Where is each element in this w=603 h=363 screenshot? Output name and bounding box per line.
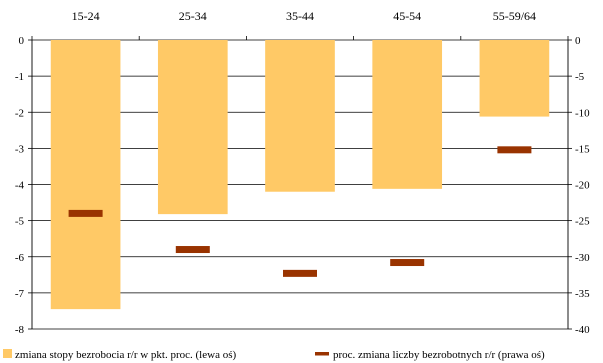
category-label: 55-59/64	[493, 9, 536, 23]
left-tick-label: -2	[15, 107, 24, 119]
left-tick-label: -1	[15, 71, 24, 83]
left-tick-label: -8	[15, 324, 25, 336]
category-label: 45-54	[393, 9, 421, 23]
marker	[175, 246, 210, 254]
marker	[497, 146, 532, 154]
marker	[283, 269, 317, 277]
bar	[372, 40, 443, 189]
right-tick-label: -10	[575, 107, 590, 119]
bar	[50, 40, 121, 310]
markers-series-unemployed-count-change	[68, 146, 532, 277]
bar	[265, 40, 335, 192]
marker	[390, 259, 425, 267]
right-tick-label: -15	[575, 143, 590, 155]
right-tick-label: 0	[575, 35, 581, 47]
left-tick-label: -4	[15, 180, 25, 192]
legend-label-bar: zmiana stopy bezrobocia r/r w pkt. proc.…	[15, 349, 236, 361]
left-tick-label: -7	[15, 288, 25, 300]
marker	[68, 209, 103, 217]
axes: 0 0 -1 -5 -2 -10 -3 -15 -4 -20 -5 -25 -6 -30 -7 -35 -8 -4…	[15, 35, 590, 336]
right-tick-label: -30	[575, 252, 590, 264]
category-label: 25-34	[179, 9, 207, 23]
right-tick-label: -5	[575, 71, 585, 83]
left-tick-label: -3	[15, 143, 25, 155]
right-tick-label: -20	[575, 180, 590, 192]
left-tick-label: -6	[15, 252, 25, 264]
legend-label-marker: proc. zmiana liczby bezrobotnych r/r (pr…	[333, 349, 545, 361]
left-tick-label: -5	[15, 216, 25, 228]
bar	[157, 40, 228, 215]
legend-swatch-bar	[3, 349, 12, 358]
right-tick-label: -25	[575, 216, 590, 228]
legend-swatch-marker	[315, 352, 329, 356]
bars-series-unemployment-rate-change	[50, 40, 550, 310]
legend: zmiana stopy bezrobocia r/r w pkt. proc.…	[3, 349, 545, 361]
right-tick-label: -40	[575, 324, 590, 336]
left-tick-label: 0	[19, 35, 25, 47]
category-label: 15-24	[72, 9, 100, 23]
category-labels: 15-24 25-34 35-44 45-54 55-59/64	[72, 9, 536, 23]
right-tick-label: -35	[575, 288, 590, 300]
bar	[479, 40, 550, 117]
category-label: 35-44	[286, 9, 314, 23]
